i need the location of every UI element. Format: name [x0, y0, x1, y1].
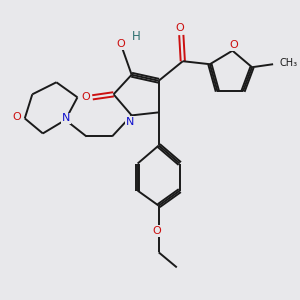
Text: N: N [62, 113, 70, 123]
Text: O: O [230, 40, 238, 50]
Text: O: O [176, 23, 184, 33]
Text: O: O [117, 39, 125, 49]
Text: H: H [132, 30, 140, 43]
Text: O: O [82, 92, 90, 102]
Text: CH₃: CH₃ [279, 58, 297, 68]
Text: O: O [153, 226, 162, 236]
Text: O: O [12, 112, 21, 122]
Text: N: N [126, 117, 134, 127]
